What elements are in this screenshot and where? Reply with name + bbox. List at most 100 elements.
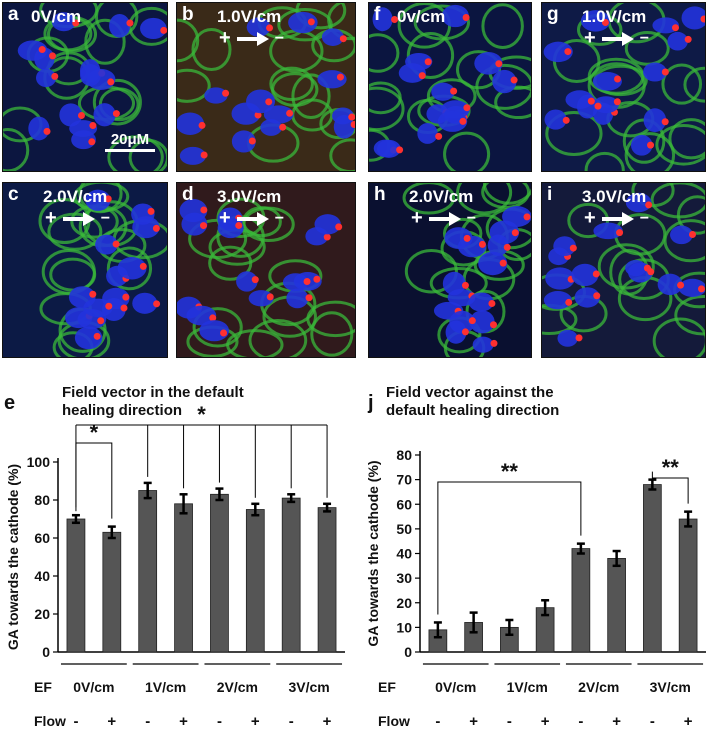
panel-letter: a [8,4,19,25]
ef-group-label: 1V/cm [507,679,548,695]
micrograph-image [177,183,355,357]
y-tick-label: 70 [396,472,412,488]
field-direction: + − [584,27,649,50]
ef-group-label: 3V/cm [650,679,691,695]
y-tick-label: 10 [396,619,412,635]
scale-bar: 20μM [105,131,155,152]
cathode-sign: − [100,209,111,227]
significance-label: ** [501,459,519,484]
y-tick-label: 100 [27,454,51,470]
y-tick-label: 40 [34,568,50,584]
flow-label: Flow [378,713,410,729]
y-tick-label: 20 [34,606,50,622]
flow-sign: - [650,713,655,730]
micrograph-image [3,3,167,171]
y-tick-label: 20 [396,595,412,611]
y-tick-label: 80 [34,492,50,508]
micrograph-image [369,3,531,171]
field-direction: + − [411,207,476,230]
significance-bracket [651,471,689,504]
cathode-sign: − [466,209,477,227]
micrograph-h: h 2.0V/cm + − [368,182,532,358]
significance-bracket [437,481,582,615]
field-direction: + − [584,207,649,230]
y-tick-label: 80 [396,447,412,463]
field-strength-label: 3.0V/cm [217,187,282,206]
micrograph-i: i 3.0V/cm + − [541,182,706,358]
micrograph-image [177,3,355,171]
micrograph-a: a 0V/cm 20μM [2,2,168,172]
micrograph-c: c 2.0V/cm + − [2,182,168,358]
flow-sign: + [612,713,621,730]
chart-j-title: Field vector against the default healing… [386,384,559,420]
flow-sign: - [217,713,222,730]
flow-sign: - [289,713,294,730]
cathode-sign: − [639,29,650,47]
bar-4 [571,548,591,653]
chart-j-title-line1: Field vector against the [386,384,554,401]
field-strength-label: 3.0V/cm [582,187,647,206]
scale-bar-label: 20μM [110,131,150,148]
flow-sign: - [73,713,78,730]
field-strength-label: 1.0V/cm [217,7,282,26]
arrow-right-icon [62,211,95,226]
field-strength-label: 2.0V/cm [409,187,474,206]
chart-e-title-line2: healing direction [62,402,183,419]
arrow-right-icon [236,31,269,46]
arrow-right-icon [236,211,269,226]
bar-7 [678,518,698,653]
micrograph-image [542,3,705,171]
panel-letter: g [547,4,559,25]
y-axis-label: GA towards the cathode (%) [5,464,21,650]
arrow-right-icon [601,211,634,226]
ef-label: EF [34,679,52,695]
ef-group-label: 0V/cm [73,679,114,695]
figure-letter-e: e [4,392,16,414]
flow-sign: + [179,713,188,730]
bar-6 [643,484,662,653]
anode-sign: + [584,27,596,49]
significance-label: ** [662,455,680,480]
bar-5 [607,558,626,653]
micrograph-image [3,183,167,357]
flow-sign: + [251,713,260,730]
flow-sign: + [469,713,478,730]
ef-group-label: 0V/cm [435,679,476,695]
micrograph-f: f 0v/cm [368,2,532,172]
anode-sign: + [219,27,231,49]
y-tick-label: 40 [396,546,412,562]
cathode-sign: − [274,29,285,47]
micrograph-b: b 1.0V/cm + − [176,2,356,172]
panel-letter: i [547,184,553,205]
y-tick-label: 50 [396,521,412,537]
figure-letter-j: j [368,392,374,414]
flow-sign: - [578,713,583,730]
panel-letter: f [374,4,381,25]
ef-group-label: 2V/cm [217,679,258,695]
field-strength-label: 1.0V/cm [582,7,647,26]
field-strength-label: 2.0V/cm [43,187,108,206]
y-tick-label: 0 [404,644,412,660]
field-strength-label: 0V/cm [31,7,82,26]
panel-letter: c [8,184,19,205]
anode-sign: + [584,207,596,229]
flow-sign: + [541,713,550,730]
cathode-sign: − [639,209,650,227]
chart-j-title-line2: default healing direction [386,402,560,419]
ef-group-label: 1V/cm [145,679,186,695]
flow-sign: - [435,713,440,730]
field-direction: + − [219,27,284,50]
anode-sign: + [45,207,57,229]
flow-label: Flow [34,713,66,729]
ef-group-label: 2V/cm [578,679,619,695]
field-direction: + − [219,207,284,230]
y-tick-label: 0 [42,644,50,660]
chart-e-title: Field vector in the default healing dire… [62,384,244,420]
flow-sign: + [323,713,332,730]
flow-sign: - [507,713,512,730]
anode-sign: + [219,207,231,229]
flow-sign: + [107,713,116,730]
anode-sign: + [411,207,423,229]
y-axis-label: GA towards the cathode (%) [365,460,381,646]
